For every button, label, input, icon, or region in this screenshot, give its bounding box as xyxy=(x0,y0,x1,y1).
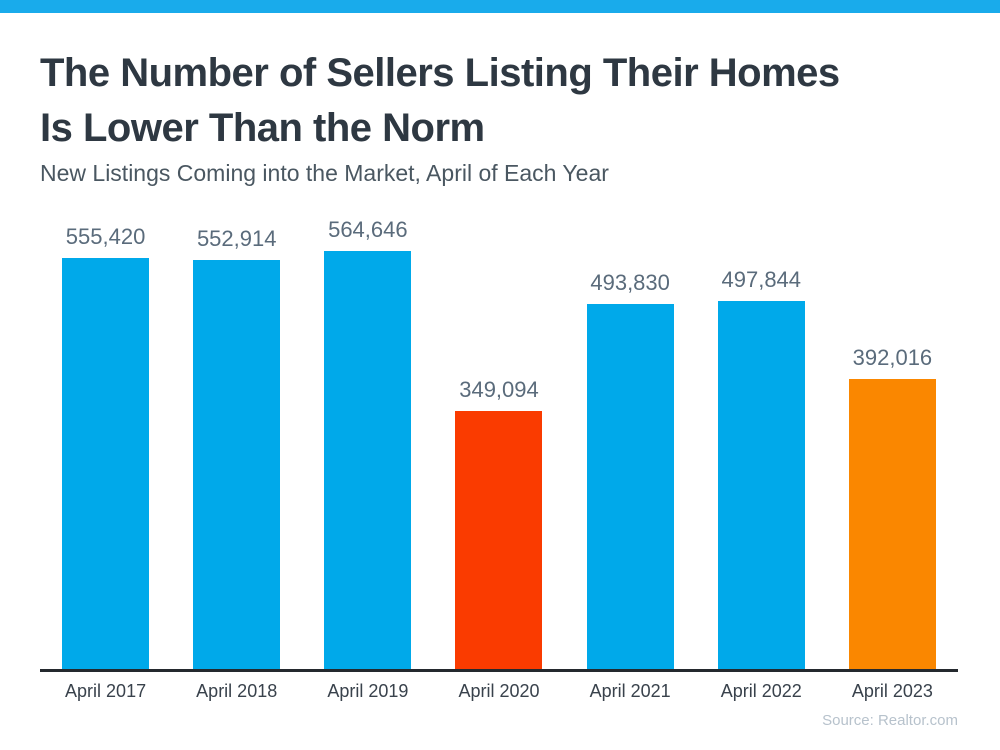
bar-april-2022 xyxy=(717,301,805,670)
x-tick-label: April 2017 xyxy=(65,681,147,701)
bar-value-label: 552,914 xyxy=(196,226,277,251)
chart-subtitle: New Listings Coming into the Market, Apr… xyxy=(40,160,609,186)
brand-strip xyxy=(0,0,1000,13)
source-caption: Source: Realtor.com xyxy=(822,712,958,729)
bar-group: 497,844 xyxy=(696,267,827,670)
bar-group: 564,646 xyxy=(302,217,433,670)
x-axis-labels: April 2017 April 2018 April 2019 April 2020… xyxy=(40,681,958,702)
x-tick-label: April 2023 xyxy=(851,681,933,701)
bar-value-label: 555,420 xyxy=(65,224,146,249)
bar-group: 493,830 xyxy=(565,270,696,670)
bar-value-label: 564,646 xyxy=(328,217,408,242)
chart-title-line-1: The Number of Sellers Listing Their Home… xyxy=(40,51,840,95)
bars-area: 555,420 552,914 564,646 349,094 493,830 497,8… xyxy=(40,210,958,670)
bar-april-2019 xyxy=(324,251,412,670)
bar-group: 552,914 xyxy=(171,226,302,670)
x-axis-line xyxy=(40,669,958,672)
bar-april-2020 xyxy=(455,411,543,670)
x-tick-label: April 2021 xyxy=(589,681,671,701)
x-tick-label: April 2020 xyxy=(458,681,540,701)
x-tick-label: April 2018 xyxy=(196,681,278,701)
bar-group: 555,420 xyxy=(40,224,171,670)
x-tick-label: April 2019 xyxy=(327,681,409,701)
bar-value-label: 497,844 xyxy=(721,267,802,292)
bar-group: 349,094 xyxy=(433,377,564,670)
x-tick-label: April 2022 xyxy=(720,681,802,701)
chart-title-line-2: Is Lower Than the Norm xyxy=(40,106,485,150)
bar-april-2021 xyxy=(586,304,674,670)
bar-value-label: 349,094 xyxy=(459,377,539,402)
bar-april-2018 xyxy=(193,260,281,670)
chart-title: The Number of Sellers Listing Their Home… xyxy=(40,46,980,156)
bar-value-label: 392,016 xyxy=(852,345,933,370)
bar-group: 392,016 xyxy=(827,345,958,670)
bar-april-2023 xyxy=(848,379,936,670)
bar-april-2017 xyxy=(62,258,150,670)
bar-value-label: 493,830 xyxy=(590,270,670,295)
bar-chart: 555,420 552,914 564,646 349,094 493,830 497,8… xyxy=(40,210,958,670)
